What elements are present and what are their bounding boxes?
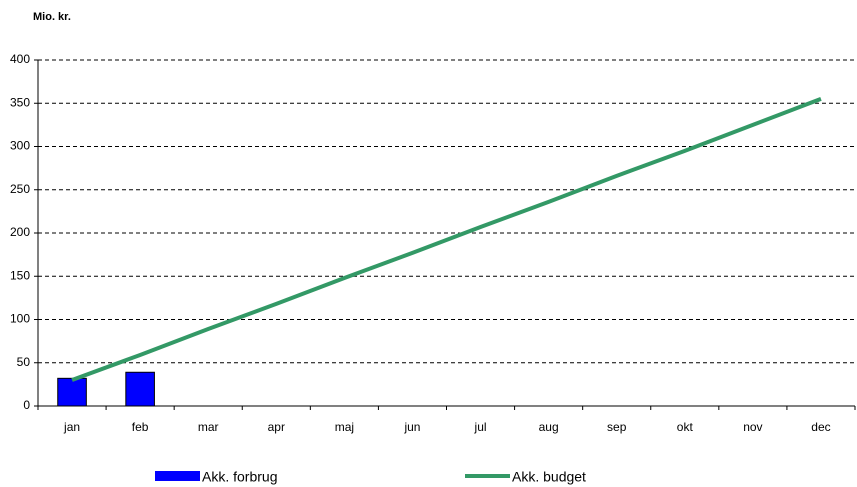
x-tick-label: jun — [403, 420, 420, 434]
y-tick-label: 300 — [10, 139, 30, 153]
y-tick-label: 200 — [10, 225, 30, 239]
y-axis-title: Mio. kr. — [33, 11, 71, 23]
x-tick-label: dec — [811, 420, 830, 434]
x-tick-label: aug — [539, 420, 559, 434]
y-tick-label: 50 — [17, 355, 31, 369]
legend-label: Akk. budget — [512, 469, 586, 485]
bar — [125, 371, 155, 407]
x-tick-label: apr — [268, 420, 285, 434]
legend-label: Akk. forbrug — [202, 469, 277, 485]
x-tick-label: okt — [677, 420, 694, 434]
x-tick-label: nov — [743, 420, 762, 434]
x-tick-label: jul — [474, 420, 487, 434]
y-tick-label: 150 — [10, 268, 30, 282]
y-tick-label: 350 — [10, 95, 30, 109]
legend-swatch — [155, 471, 200, 481]
x-tick-label: sep — [607, 420, 627, 434]
bar — [57, 377, 87, 407]
x-tick-label: jan — [63, 420, 80, 434]
line — [71, 97, 822, 382]
x-tick-label: feb — [132, 420, 149, 434]
y-tick-label: 400 — [10, 52, 30, 66]
x-tick-label: mar — [198, 420, 219, 434]
x-tick-label: maj — [335, 420, 354, 434]
y-tick-label: 250 — [10, 182, 30, 196]
y-tick-label: 0 — [23, 398, 30, 412]
y-tick-label: 100 — [10, 312, 30, 326]
